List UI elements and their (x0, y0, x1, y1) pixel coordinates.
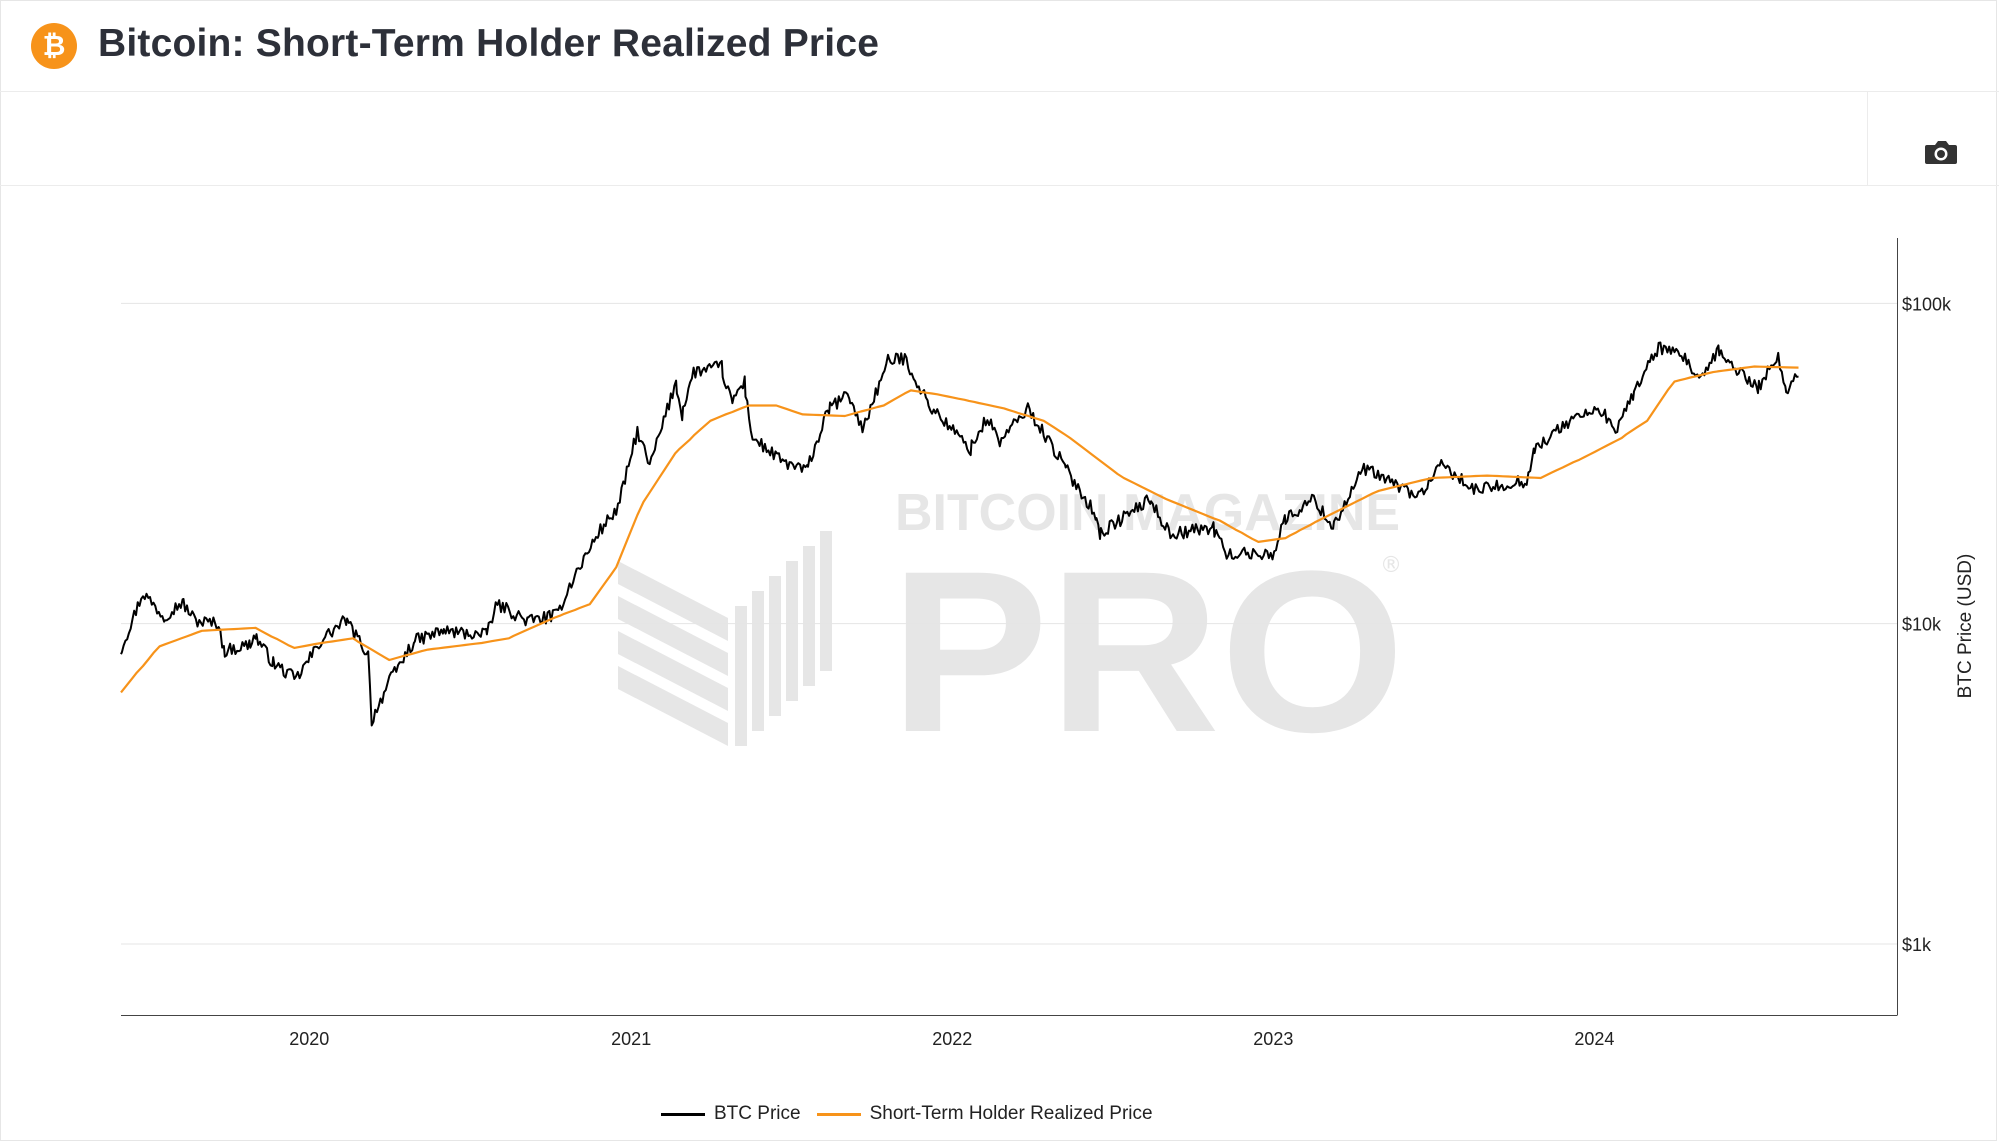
legend-label-btc: BTC Price (714, 1103, 801, 1124)
series-line-btc-price[interactable] (120, 341, 1799, 727)
camera-icon[interactable] (1922, 136, 1960, 168)
y-axis-title: BTC Price (USD) (1955, 554, 1976, 699)
chart-toolbar (0, 92, 1999, 186)
watermark-text-pro: PRO (890, 523, 1405, 780)
bitcoin-logo-icon: ₿ (31, 23, 77, 69)
legend-item-sth-realized-price[interactable]: Short-Term Holder Realized Price (816, 1103, 1153, 1125)
legend-label-sth: Short-Term Holder Realized Price (869, 1103, 1153, 1124)
chart-legend: BTC Price Short-Term Holder Realized Pri… (661, 1102, 1169, 1126)
x-axis-ticks: 2020 2021 2022 2023 2024 (289, 1029, 1614, 1049)
legend-swatch-sth (816, 1112, 861, 1116)
x-tick-label: 2024 (1574, 1029, 1614, 1049)
x-tick-label: 2022 (932, 1029, 972, 1049)
x-tick-label: 2023 (1253, 1029, 1293, 1049)
x-tick-label: 2020 (289, 1029, 329, 1049)
page-title: Bitcoin: Short-Term Holder Realized Pric… (98, 22, 880, 65)
header: ₿ Bitcoin: Short-Term Holder Realized Pr… (0, 0, 1999, 92)
legend-item-btc-price[interactable]: BTC Price (661, 1103, 801, 1125)
watermark-logo-icon (618, 531, 832, 746)
toolbar-divider (1867, 92, 1868, 185)
chart-gridlines (121, 302, 1897, 945)
watermark-registered-mark: ® (1380, 553, 1402, 578)
y-tick-label: $10k (1902, 615, 1942, 635)
watermark: BITCOIN MAGAZINE PRO ® (618, 484, 1405, 780)
btc-sth-realized-price-chart[interactable]: BITCOIN MAGAZINE PRO ® 2020 2021 2022 2023 2… (0, 186, 1999, 1086)
legend-swatch-btc (661, 1112, 705, 1116)
chart-series (120, 341, 1799, 727)
series-line-sth-realized-price[interactable] (120, 365, 1799, 694)
y-axis-ticks: $1k $10k $100k (1902, 294, 1952, 955)
watermark-text-top: BITCOIN MAGAZINE (895, 484, 1400, 542)
x-tick-label: 2021 (611, 1029, 651, 1049)
y-tick-label: $100k (1902, 294, 1952, 314)
camera-icon-svg (1925, 141, 1957, 164)
y-tick-label: $1k (1902, 935, 1932, 955)
chart-axes (121, 238, 1898, 1016)
